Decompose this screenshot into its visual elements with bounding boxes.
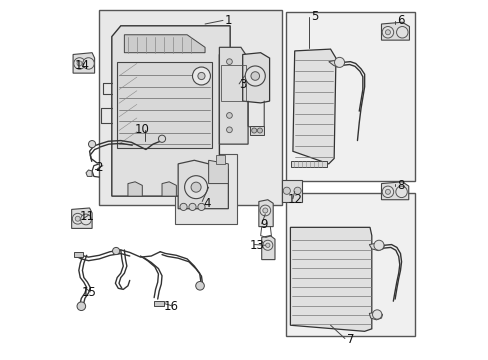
Circle shape (396, 27, 407, 38)
Bar (74, 252, 83, 257)
Circle shape (88, 140, 96, 148)
Bar (285, 12, 414, 181)
Bar (154, 301, 164, 306)
Text: 16: 16 (163, 300, 178, 313)
Circle shape (77, 302, 85, 311)
Polygon shape (381, 22, 408, 40)
Circle shape (385, 30, 389, 35)
Bar (249, 126, 264, 135)
Text: 4: 4 (203, 197, 210, 210)
Circle shape (77, 61, 82, 66)
Text: 11: 11 (79, 210, 94, 223)
Circle shape (260, 205, 270, 216)
Polygon shape (368, 312, 382, 320)
Text: 12: 12 (286, 193, 302, 206)
Bar (117, 62, 212, 148)
Circle shape (382, 186, 393, 198)
Circle shape (226, 127, 232, 133)
Polygon shape (73, 53, 94, 73)
Polygon shape (290, 227, 371, 331)
Bar (99, 10, 282, 205)
Text: 13: 13 (249, 239, 264, 252)
Text: 3: 3 (239, 78, 246, 91)
Bar (174, 154, 237, 224)
Text: 6: 6 (396, 14, 404, 27)
Circle shape (244, 66, 265, 86)
Circle shape (226, 59, 232, 64)
Text: 1: 1 (224, 14, 232, 27)
Circle shape (226, 113, 232, 118)
Text: 7: 7 (346, 333, 353, 346)
Circle shape (82, 58, 94, 69)
Text: 10: 10 (135, 123, 149, 136)
Circle shape (112, 247, 120, 255)
Circle shape (262, 240, 272, 250)
Circle shape (250, 72, 259, 80)
Circle shape (72, 213, 83, 224)
Polygon shape (219, 47, 247, 144)
Polygon shape (112, 26, 230, 196)
Circle shape (262, 208, 267, 213)
Text: 2: 2 (95, 161, 103, 174)
Circle shape (74, 58, 85, 69)
Polygon shape (242, 53, 269, 103)
Polygon shape (178, 160, 228, 209)
Circle shape (265, 243, 269, 247)
Text: 9: 9 (260, 218, 267, 231)
Polygon shape (72, 208, 92, 228)
Circle shape (158, 135, 165, 142)
Circle shape (188, 203, 196, 211)
Polygon shape (208, 160, 228, 184)
Polygon shape (292, 49, 335, 164)
Polygon shape (261, 235, 274, 260)
Text: 5: 5 (310, 10, 318, 23)
Text: 14: 14 (74, 59, 89, 72)
Circle shape (198, 72, 204, 80)
Circle shape (372, 310, 381, 319)
Circle shape (75, 216, 80, 221)
Circle shape (257, 128, 262, 133)
Circle shape (385, 189, 389, 194)
Circle shape (382, 27, 393, 38)
Polygon shape (86, 170, 92, 176)
Circle shape (81, 214, 91, 225)
Polygon shape (258, 200, 273, 226)
Polygon shape (215, 155, 224, 164)
Circle shape (334, 57, 344, 67)
Circle shape (195, 282, 204, 290)
Polygon shape (194, 182, 208, 196)
Circle shape (293, 187, 301, 194)
Circle shape (251, 128, 256, 133)
Circle shape (180, 203, 187, 211)
Bar (221, 65, 245, 101)
Circle shape (395, 186, 407, 198)
Circle shape (373, 240, 383, 250)
Polygon shape (290, 161, 326, 167)
Circle shape (191, 182, 201, 192)
Polygon shape (124, 35, 204, 53)
Text: 8: 8 (396, 179, 404, 192)
Circle shape (184, 176, 207, 199)
Circle shape (192, 67, 210, 85)
Text: 15: 15 (82, 287, 97, 300)
Polygon shape (128, 182, 142, 196)
Circle shape (283, 187, 290, 194)
Polygon shape (328, 60, 343, 67)
Polygon shape (368, 243, 384, 251)
Circle shape (198, 203, 204, 211)
Bar (285, 193, 414, 336)
Polygon shape (282, 180, 301, 202)
Polygon shape (381, 182, 408, 200)
Polygon shape (162, 182, 176, 196)
